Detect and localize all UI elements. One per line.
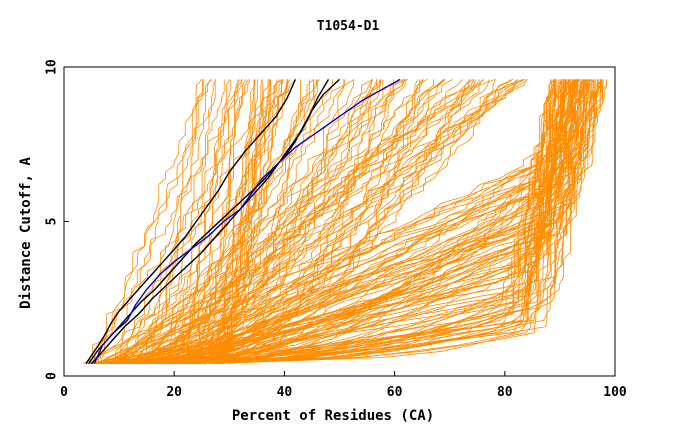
model-curve: [193, 79, 596, 364]
model-curve: [127, 79, 405, 364]
model-curve: [228, 79, 589, 364]
model-curve: [133, 79, 526, 364]
highlight-series-line-4: [93, 78, 401, 364]
model-curve: [182, 79, 231, 364]
model-curve: [209, 79, 569, 364]
model-curve: [217, 79, 560, 364]
y-tick-label: 0: [45, 372, 60, 380]
model-curve: [180, 79, 288, 364]
x-tick-label: 0: [60, 385, 68, 400]
model-curve: [100, 79, 496, 364]
model-curve: [115, 79, 211, 364]
model-curve: [208, 79, 405, 364]
model-curve: [213, 79, 263, 364]
model-curve: [234, 79, 302, 364]
model-curve: [209, 79, 607, 364]
model-curve: [157, 79, 419, 364]
model-curve: [128, 79, 203, 364]
model-curve: [188, 79, 558, 364]
model-curve: [162, 79, 555, 364]
model-curve: [176, 79, 571, 364]
model-curve: [171, 79, 577, 364]
model-curve: [142, 79, 445, 364]
y-tick-label: 10: [45, 59, 60, 75]
model-curve: [139, 79, 578, 364]
x-tick-label: 60: [387, 385, 403, 400]
model-curve: [112, 79, 571, 364]
model-curve: [102, 79, 281, 364]
model-curve: [94, 79, 381, 364]
y-tick-label: 5: [45, 218, 60, 226]
model-curve: [132, 79, 581, 364]
model-curve: [156, 79, 270, 364]
model-curve: [137, 79, 566, 364]
model-curve: [188, 79, 231, 364]
model-curve: [180, 79, 556, 364]
model-curve: [85, 79, 513, 364]
model-curve: [202, 79, 605, 364]
model-curve: [148, 79, 577, 364]
model-curve: [138, 79, 588, 364]
model-curve: [118, 79, 403, 364]
x-axis-label: Percent of Residues (CA): [232, 408, 434, 424]
model-curve: [172, 79, 395, 364]
model-curve: [103, 79, 373, 364]
model-curve: [127, 79, 602, 364]
model-curve: [208, 79, 284, 364]
model-curve: [90, 79, 567, 364]
model-curve: [214, 79, 259, 364]
model-curve: [94, 79, 314, 364]
model-curve: [100, 79, 584, 364]
model-curve: [220, 79, 269, 364]
model-curve: [212, 79, 424, 364]
highlight-series-line-3: [90, 79, 330, 365]
model-curve: [113, 79, 496, 364]
x-tick-label: 80: [497, 385, 513, 400]
y-axis-label: Distance Cutoff, A: [18, 157, 34, 309]
model-curve: [110, 79, 382, 364]
model-curve: [97, 79, 594, 364]
model-curve: [120, 79, 291, 364]
model-curve: [170, 79, 473, 364]
model-curve: [160, 79, 217, 364]
model-curve: [213, 79, 586, 364]
highlight-series-line-1: [85, 79, 297, 364]
background-model-curves: [83, 79, 608, 364]
model-curve: [113, 79, 554, 364]
model-curve: [161, 79, 524, 364]
model-curve: [165, 79, 608, 364]
model-curve: [100, 79, 213, 364]
x-tick-label: 20: [166, 385, 182, 400]
chart-title: T1054-D1: [317, 19, 380, 34]
model-curve: [138, 79, 240, 364]
model-curve: [198, 79, 256, 364]
axes: 0 20 40 60 80 100 0 5 10: [45, 59, 627, 400]
model-curve: [89, 79, 603, 364]
x-tick-label: 40: [277, 385, 293, 400]
model-curve: [86, 79, 216, 364]
model-curve: [118, 79, 444, 364]
model-curve: [120, 79, 296, 364]
model-curve: [117, 79, 490, 364]
model-curve: [98, 79, 204, 364]
model-curve: [188, 79, 586, 364]
model-curve: [200, 79, 251, 364]
model-curve: [157, 79, 592, 364]
model-curve: [163, 79, 566, 364]
model-curve: [120, 79, 573, 364]
model-curve: [163, 79, 474, 364]
model-curve: [179, 79, 565, 364]
model-curve: [122, 79, 373, 364]
model-curve: [192, 79, 552, 364]
model-curve: [91, 79, 278, 364]
model-curve: [218, 79, 434, 364]
highlighted-series: [85, 78, 401, 365]
model-curve: [96, 79, 203, 364]
x-tick-label: 100: [603, 385, 627, 400]
model-curve: [193, 79, 593, 364]
model-curve: [187, 79, 464, 364]
